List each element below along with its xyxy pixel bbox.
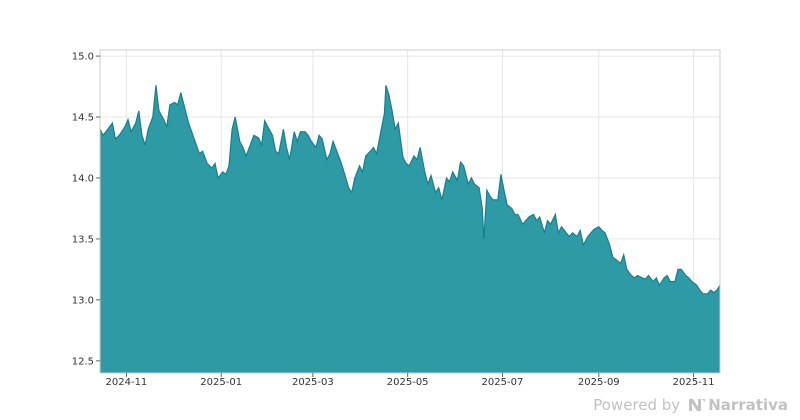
watermark-brand: Narrativa (688, 396, 788, 414)
y-tick-label: 13.5 (72, 234, 94, 245)
x-tick-label: 2025-07 (482, 377, 524, 388)
watermark-prefix: Powered by (593, 396, 681, 414)
x-tick-label: 2025-03 (292, 377, 334, 388)
y-tick-label: 15.0 (72, 52, 94, 63)
x-tick-label: 2025-11 (673, 377, 715, 388)
x-tick-label: 2024-11 (106, 377, 148, 388)
x-axis: 2024-11 2025-01 2025-03 2025-05 2025-07 2025-… (106, 373, 715, 388)
plot-frame (99, 49, 721, 374)
y-tick-label: 14.5 (72, 113, 94, 124)
y-tick-label: 13.0 (72, 295, 94, 306)
price-area (100, 85, 720, 374)
x-tick-label: 2025-09 (578, 377, 620, 388)
y-tick-label: 14.0 (72, 173, 94, 184)
price-line (99, 85, 721, 295)
powered-by-watermark: Powered by Narrativa (593, 396, 788, 414)
watermark-brand-name: Narrativa (708, 396, 788, 414)
y-tick-label: 12.5 (72, 356, 94, 367)
x-tick-label: 2025-05 (387, 377, 429, 388)
x-tick-label: 2025-01 (200, 377, 242, 388)
y-axis: 12.5 13.0 13.5 14.0 14.5 15.0 (72, 52, 100, 367)
narrativa-n-logo-icon (689, 399, 706, 411)
